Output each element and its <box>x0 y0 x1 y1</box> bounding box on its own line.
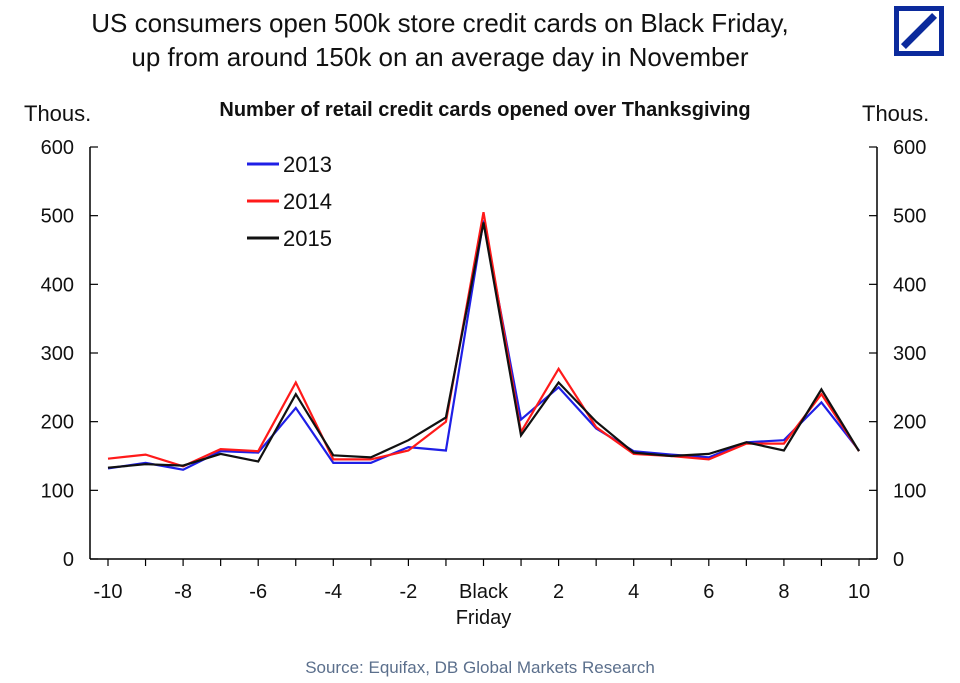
y-tick-label-right: 200 <box>893 412 926 434</box>
x-tick-label: -4 <box>324 581 342 603</box>
y-tick-label-left: 400 <box>41 274 74 296</box>
y-axis-unit-right: Thous. <box>862 101 930 126</box>
legend-label-2014: 2014 <box>283 189 332 214</box>
deutsche-bank-logo-icon <box>894 6 944 56</box>
y-tick-label-right: 0 <box>893 549 904 571</box>
series-line-2015 <box>107 222 860 469</box>
y-tick-label-right: 500 <box>893 206 926 228</box>
series-line-2013 <box>107 220 860 471</box>
x-tick-label: Black <box>459 581 509 603</box>
y-tick-label-right: 600 <box>893 137 926 159</box>
x-tick-label: 6 <box>703 581 714 603</box>
chart-title: Number of retail credit cards opened ove… <box>219 99 751 121</box>
axes-layer: 0 0 100 100 200 200 300 300 400 400 500 500 600 600 -1… <box>41 137 927 629</box>
x-tick-label: 8 <box>778 581 789 603</box>
y-tick-label-left: 600 <box>41 137 74 159</box>
headline-line-2: up from around 150k on an average day in… <box>131 42 749 72</box>
y-tick-label-left: 300 <box>41 343 74 365</box>
y-tick-label-left: 500 <box>41 206 74 228</box>
x-tick-label: 2 <box>553 581 564 603</box>
x-tick-label: 4 <box>628 581 639 603</box>
legend-layer: 2013 2014 2015 <box>247 152 332 251</box>
y-tick-label-right: 100 <box>893 480 926 502</box>
y-tick-label-left: 100 <box>41 480 74 502</box>
y-tick-label-left: 0 <box>63 549 74 571</box>
y-axis-unit-left: Thous. <box>24 101 92 126</box>
headline: US consumers open 500k store credit card… <box>0 6 880 74</box>
x-tick-label: -2 <box>400 581 418 603</box>
x-tick-label-line2: Friday <box>456 607 512 629</box>
x-tick-label: -6 <box>249 581 267 603</box>
x-tick-label: -8 <box>174 581 192 603</box>
y-tick-label-right: 300 <box>893 343 926 365</box>
y-tick-label-right: 400 <box>893 274 926 296</box>
legend-label-2015: 2015 <box>283 226 332 251</box>
headline-line-1: US consumers open 500k store credit card… <box>91 8 789 38</box>
legend-label-2013: 2013 <box>283 152 332 177</box>
x-tick-label: -10 <box>94 581 123 603</box>
x-tick-label: 10 <box>848 581 870 603</box>
series-layer <box>107 212 860 471</box>
series-line-2014 <box>107 212 860 468</box>
y-tick-label-left: 200 <box>41 412 74 434</box>
source-note: Source: Equifax, DB Global Markets Resea… <box>305 658 655 677</box>
